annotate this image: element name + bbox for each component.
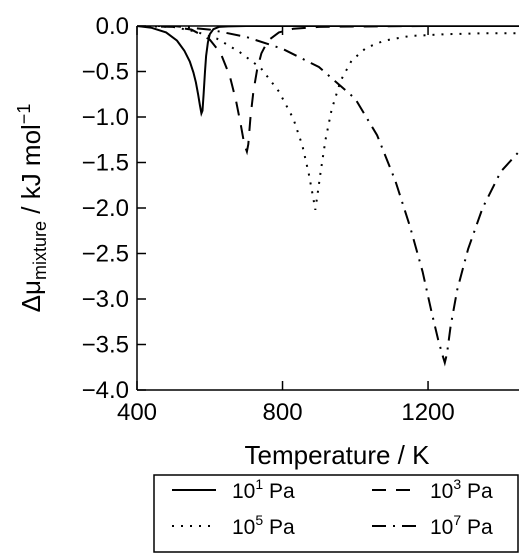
series-line-3	[137, 26, 519, 210]
y-tick-label: −1.5	[82, 150, 129, 177]
legend-label-2: 103 Pa	[430, 476, 493, 503]
legend-label-base: 10	[232, 516, 255, 539]
y-tick-label: −3.0	[82, 286, 129, 313]
y-tick-label: −3.5	[82, 332, 129, 359]
y-axis-label-unit: / kJ mol	[16, 124, 46, 221]
y-tick-label: 0.0	[96, 13, 129, 40]
y-axis-label-unit-superscript: −1	[14, 104, 34, 125]
y-axis-label-subscript: mixture	[30, 221, 50, 280]
y-tick-label: −4.0	[82, 377, 129, 404]
y-axis-label: Δμmixture / kJ mol−1	[14, 104, 50, 313]
x-axis-label: Temperature / K	[245, 440, 431, 470]
legend-label-exponent: 3	[453, 476, 461, 492]
legend-label-3: 105 Pa	[232, 512, 295, 539]
y-tick-label: −2.0	[82, 195, 129, 222]
x-tick-label: 400	[117, 399, 157, 426]
legend-label-exponent: 1	[255, 476, 263, 492]
legend-label-4: 107 Pa	[430, 512, 493, 539]
x-tick-label: 1200	[401, 399, 454, 426]
y-tick-label: −1.0	[82, 104, 129, 131]
legend-label-exponent: 7	[453, 512, 461, 528]
y-axis-label-prefix: Δμ	[16, 280, 46, 312]
legend-label-base: 10	[430, 480, 453, 503]
legend-label-exponent: 5	[255, 512, 263, 528]
legend-label-unit: Pa	[461, 516, 493, 539]
series-lines	[137, 26, 519, 367]
y-tick-label: −0.5	[82, 59, 129, 86]
legend-label-base: 10	[232, 480, 255, 503]
legend-label-unit: Pa	[461, 480, 493, 503]
y-tick-label: −2.5	[82, 241, 129, 268]
legend-frame	[153, 474, 519, 553]
x-tick-label: 800	[263, 399, 303, 426]
series-line-4	[137, 26, 519, 367]
series-line-2	[137, 26, 519, 156]
y-axis-ticks: 0.0 −0.5 −1.0 −1.5 −2.0 −2.5 −3.0 −3.5 −4.0	[82, 13, 146, 404]
legend-label-1: 101 Pa	[232, 476, 295, 503]
series-line-1	[137, 26, 519, 118]
legend-label-unit: Pa	[263, 516, 295, 539]
legend-label-unit: Pa	[263, 480, 295, 503]
x-axis-ticks: 400 800 1200	[117, 26, 455, 426]
legend-label-base: 10	[430, 516, 453, 539]
